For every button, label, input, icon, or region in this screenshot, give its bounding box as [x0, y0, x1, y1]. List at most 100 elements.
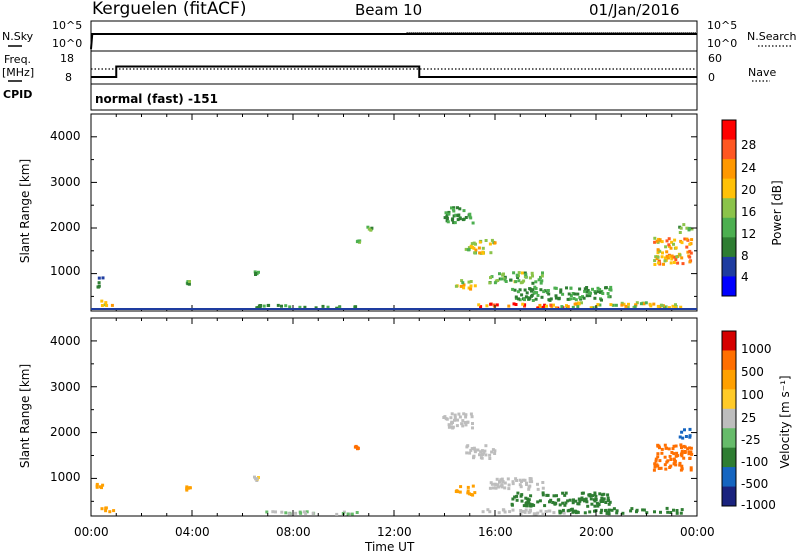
power-cell	[574, 298, 578, 302]
power-cell	[624, 304, 628, 308]
velocity-colorbar-swatch	[722, 447, 736, 468]
velocity-cell	[486, 508, 490, 512]
power-cell	[97, 276, 101, 280]
velocity-cell	[473, 450, 477, 454]
velocity-cell	[688, 435, 692, 439]
velocity-cell	[583, 511, 587, 515]
power-cell	[542, 290, 546, 294]
power-cell	[620, 301, 624, 305]
nsky-line	[90, 33, 697, 50]
power-cell	[663, 256, 667, 260]
power-cell	[101, 276, 105, 280]
power-cell	[554, 296, 558, 300]
velocity-cell	[553, 502, 557, 506]
power-cell	[670, 257, 674, 261]
velocity-cell	[506, 477, 510, 481]
noise-right-tick-bottom: 10^0	[707, 37, 738, 50]
velocity-cell	[585, 500, 589, 504]
velocity-cell	[563, 503, 567, 507]
power-cell	[576, 305, 580, 309]
power-cell	[356, 239, 360, 243]
velocity-cell	[98, 485, 102, 489]
power-cell	[452, 214, 456, 218]
power-cbtick-4: 4	[741, 270, 749, 284]
velocity-cell	[599, 511, 603, 515]
power-cell	[464, 247, 468, 251]
power-colorbar-swatch	[722, 178, 736, 199]
power-cell	[523, 288, 527, 292]
power-cell	[471, 221, 475, 225]
freq-right-tick-bottom: 0	[708, 71, 715, 84]
velocity-colorbar-swatch	[722, 350, 736, 371]
power-cell	[447, 212, 451, 216]
velocity-cell	[566, 509, 570, 513]
power-cell	[598, 288, 602, 291]
power-cell	[552, 303, 555, 307]
power-cell	[467, 248, 471, 252]
power-cell	[97, 281, 101, 285]
power-cell	[100, 304, 104, 307]
power-cell	[639, 302, 643, 306]
power-cell	[540, 295, 544, 299]
velocity-cell	[482, 451, 486, 455]
power-cell	[578, 296, 582, 300]
power-cell	[669, 246, 673, 250]
velocity-cell	[274, 510, 277, 514]
velocity-colorbar	[721, 330, 737, 507]
power-cell	[688, 255, 692, 259]
velocity-cell	[656, 443, 660, 447]
power-cell	[614, 303, 618, 307]
velocity-cell	[464, 413, 468, 417]
velocity-cell	[663, 443, 667, 447]
xtick-5: 20:00	[579, 525, 614, 539]
velocity-cell	[462, 412, 466, 416]
velocity-cell	[680, 430, 684, 434]
power-cbtick-24: 24	[741, 161, 757, 175]
power-cell	[661, 251, 664, 255]
power-cell	[534, 297, 538, 301]
power-cell	[473, 251, 477, 255]
velocity-cell	[481, 510, 485, 514]
velocity-cell	[101, 483, 105, 487]
power-cell	[578, 287, 582, 291]
power-cell	[675, 255, 679, 259]
power-cell	[655, 239, 659, 243]
velocity-cell	[593, 509, 596, 513]
velocity-cell	[674, 463, 678, 467]
velocity-cell	[670, 451, 674, 454]
velocity-cell	[335, 512, 339, 516]
power-cell	[671, 304, 675, 308]
power-cell	[591, 287, 594, 291]
velocity-cell	[104, 506, 108, 510]
power-cell	[664, 305, 668, 309]
power-cell	[587, 292, 591, 296]
power-cell	[473, 284, 477, 288]
cpid-text: normal (fast) -151	[95, 92, 218, 106]
power-cell	[670, 240, 674, 244]
power-cell	[524, 295, 528, 299]
velocity-cell	[519, 485, 523, 489]
power-cell	[509, 278, 513, 282]
velocity-cell	[606, 493, 610, 497]
velocity-cell	[683, 451, 687, 454]
velocity-cell	[464, 415, 468, 419]
xaxis-label: Time UT	[365, 540, 415, 554]
power-cell	[254, 272, 258, 275]
power-cell	[585, 294, 589, 298]
freq-left-tick-bottom: 8	[65, 71, 72, 84]
velocity-cell	[596, 504, 600, 508]
power-cell	[366, 225, 370, 229]
velocity-cell	[497, 485, 500, 489]
velocity-cell	[488, 486, 492, 490]
power-cell	[262, 304, 266, 308]
xtick-0: 00:00	[74, 525, 109, 539]
power-cell	[598, 303, 602, 307]
power-colorbar-label: Power [dB]	[770, 180, 784, 246]
power-cell	[554, 294, 558, 298]
velocity-cell	[580, 496, 584, 500]
velocity-cell	[664, 467, 668, 471]
velocity-cell	[543, 504, 547, 508]
velocity-cell	[541, 493, 545, 497]
power-cell	[105, 304, 109, 307]
velocity-cell	[683, 428, 686, 432]
